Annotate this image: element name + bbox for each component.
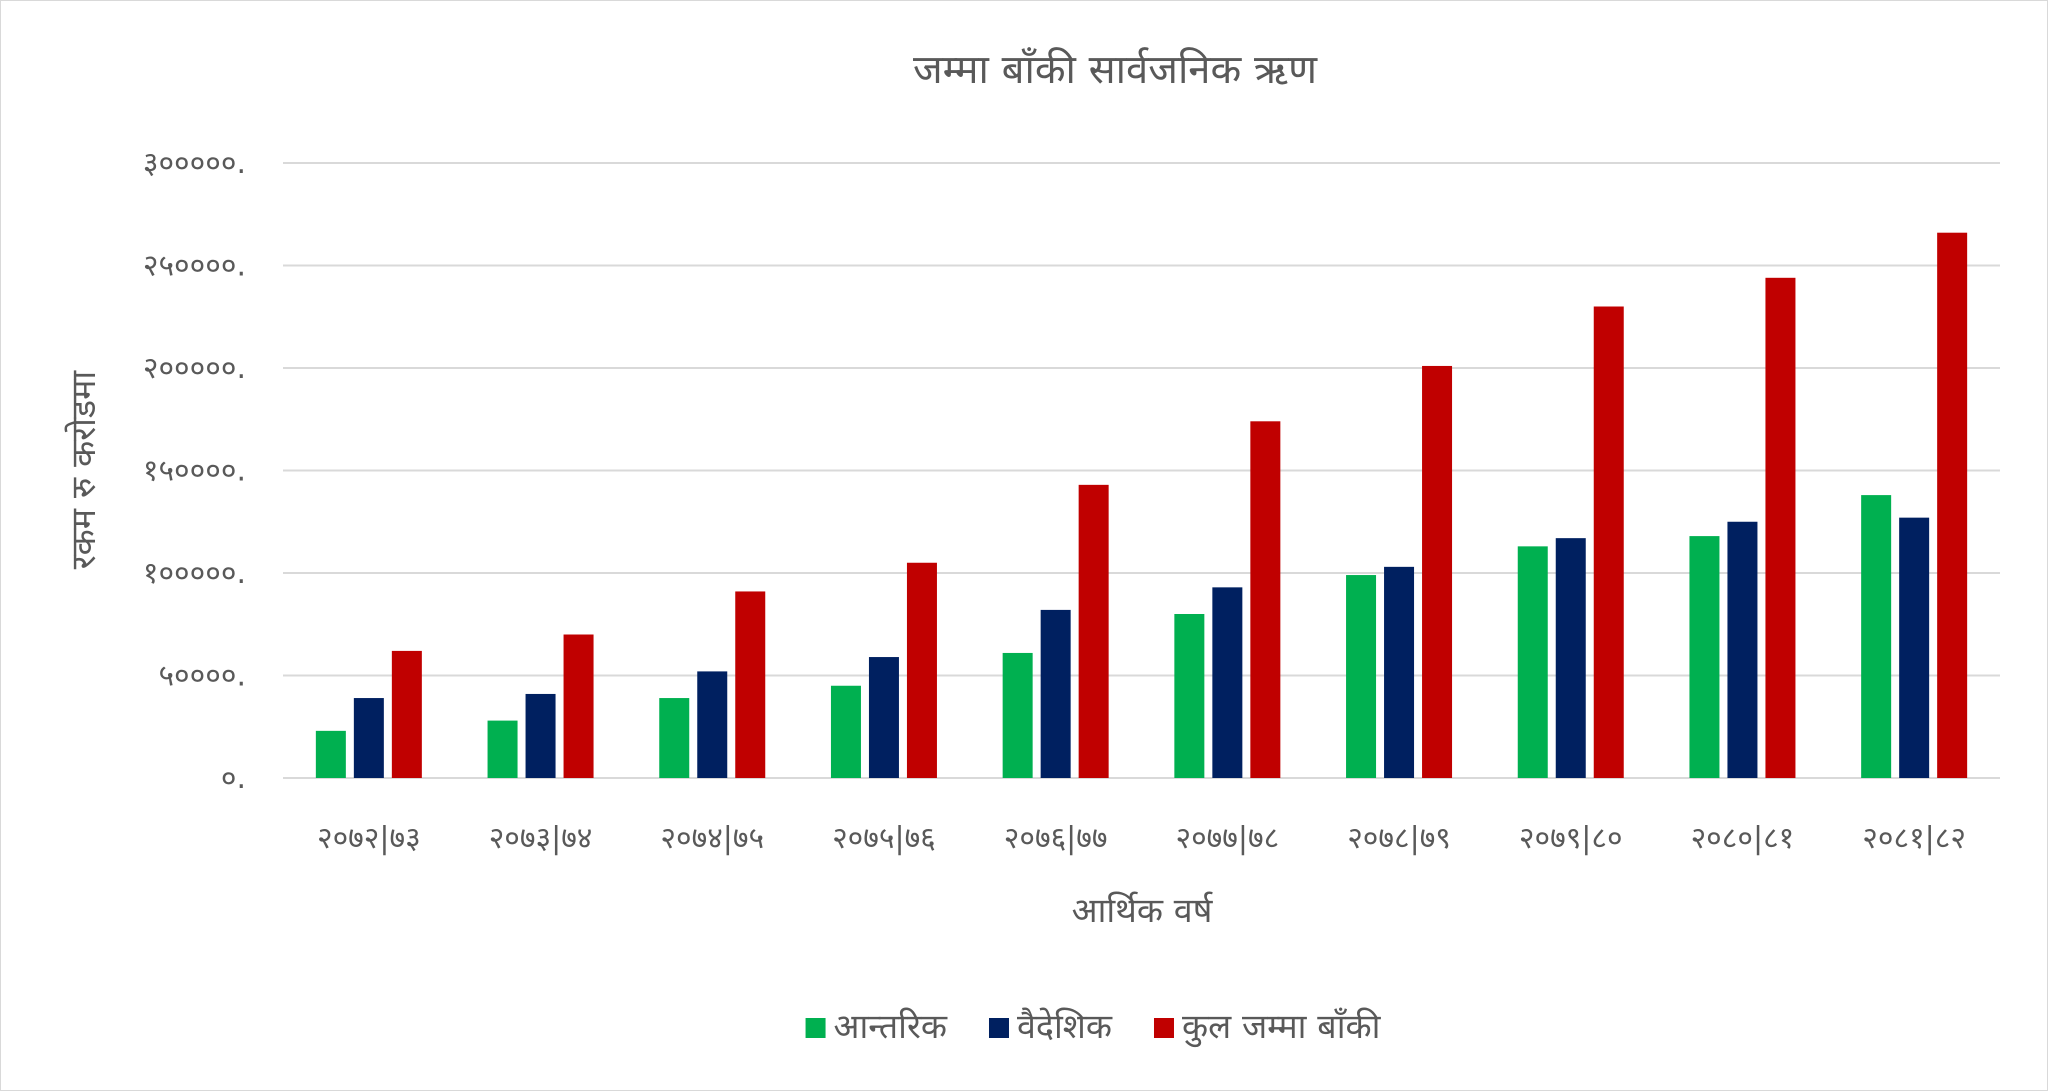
x-axis-label: आर्थिक वर्ष — [1072, 891, 1214, 931]
bar — [1727, 521, 1758, 778]
bar — [487, 720, 518, 778]
y-tick-label: ५००००. — [158, 659, 246, 694]
bar — [353, 698, 384, 778]
y-tick-label: १०००००. — [143, 556, 246, 591]
bar — [1174, 614, 1205, 778]
bar — [1593, 306, 1624, 778]
bar — [1765, 277, 1796, 778]
y-axis-label: रकम रु करोडमा — [64, 370, 104, 570]
x-tick-label: २०८०|८१ — [1691, 821, 1795, 856]
bar — [1937, 232, 1968, 778]
y-tick-label: २०००००. — [143, 351, 246, 386]
chart-title: जम्मा बाँकी सार्वजनिक ऋण — [913, 47, 1318, 93]
bar — [1212, 587, 1243, 778]
x-tick-label: २०७५|७६ — [832, 821, 936, 856]
bar — [868, 657, 899, 778]
legend-swatch — [805, 1018, 826, 1038]
bar — [1002, 652, 1033, 778]
x-axis-ticks: २०७२|७३ २०७३|७४ २०७४|७५ २०७५|७६ २०७६|७७ २०७७|… — [317, 821, 1966, 856]
bar — [525, 693, 556, 778]
bar — [830, 685, 861, 778]
x-tick-label: २०७८|७९ — [1347, 821, 1451, 856]
bar — [659, 698, 690, 778]
y-tick-label: ३०००००. — [143, 146, 246, 181]
x-tick-label: २०७२|७३ — [317, 821, 421, 856]
bar — [1689, 536, 1720, 778]
bar — [1078, 484, 1109, 778]
x-tick-label: २०८१|८२ — [1862, 821, 1966, 856]
y-tick-label: ०. — [221, 761, 246, 796]
legend-label: आन्तरिक — [834, 1007, 948, 1047]
bar — [315, 730, 346, 778]
legend-label: कुल जम्मा बाँकी — [1182, 1007, 1382, 1048]
x-tick-label: २०७९|८० — [1519, 821, 1623, 856]
x-tick-label: २०७३|७४ — [489, 821, 593, 856]
bar — [1040, 609, 1071, 778]
x-tick-label: २०७७|७८ — [1175, 821, 1279, 856]
bar — [1422, 365, 1453, 778]
bar — [1384, 566, 1415, 778]
bar — [563, 634, 594, 778]
bar — [735, 591, 766, 778]
legend-swatch — [1153, 1018, 1174, 1038]
bar — [1555, 538, 1586, 778]
bar — [906, 562, 937, 778]
y-tick-label: १५००००. — [143, 454, 246, 489]
bar — [1346, 575, 1377, 778]
y-tick-label: २५००००. — [143, 249, 246, 284]
legend-label: वैदेशिक — [1017, 1007, 1113, 1047]
bars — [315, 232, 1968, 778]
bar — [1899, 517, 1930, 778]
y-axis-ticks: ०. ५००००. १०००००. १५००००. २०००००. २५००००. ३०००… — [143, 146, 246, 796]
legend: आन्तरिक वैदेशिक कुल जम्मा बाँकी — [805, 1007, 1382, 1048]
legend-swatch — [988, 1018, 1009, 1038]
x-tick-label: २०७६|७७ — [1004, 821, 1108, 856]
bar — [697, 671, 728, 778]
bar — [1517, 546, 1548, 778]
bar — [1250, 421, 1281, 778]
bar — [391, 650, 422, 778]
x-tick-label: २०७४|७५ — [660, 821, 764, 856]
bar — [1861, 495, 1892, 778]
